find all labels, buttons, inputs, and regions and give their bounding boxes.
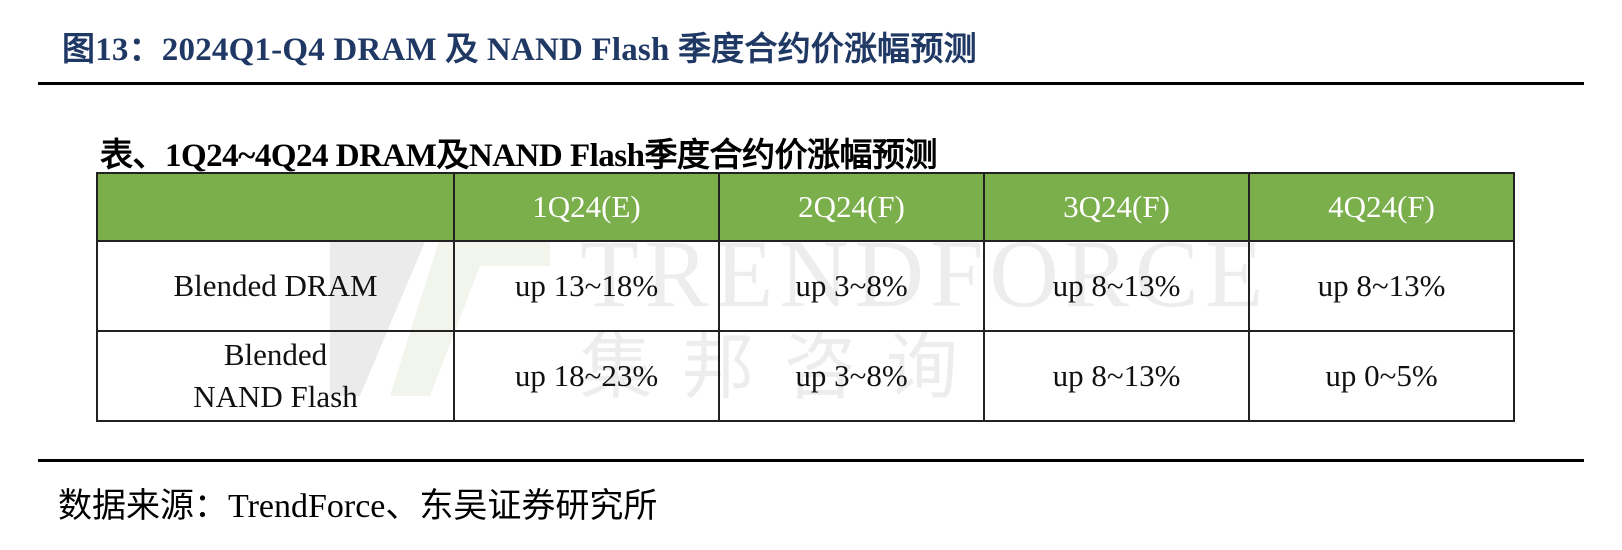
cell-dram-4q24: up 8~13% [1248, 240, 1515, 332]
header-cell-1q24: 1Q24(E) [453, 172, 720, 242]
table-header-row: 1Q24(E) 2Q24(F) 3Q24(F) 4Q24(F) [96, 172, 1515, 242]
top-rule [38, 82, 1584, 85]
table-caption: 表、1Q24~4Q24 DRAM及NAND Flash季度合约价涨幅预测 [100, 138, 938, 174]
cell-dram-2q24: up 3~8% [718, 240, 985, 332]
cell-nand-2q24: up 3~8% [718, 330, 985, 422]
header-cell-empty [96, 172, 455, 242]
price-forecast-table: 1Q24(E) 2Q24(F) 3Q24(F) 4Q24(F) Blended … [96, 172, 1515, 422]
header-cell-3q24: 3Q24(F) [983, 172, 1250, 242]
data-source: 数据来源：TrendForce、东吴证券研究所 [58, 488, 658, 525]
row-label-line: Blended [223, 337, 328, 372]
header-cell-2q24: 2Q24(F) [718, 172, 985, 242]
cell-dram-1q24: up 13~18% [453, 240, 720, 332]
header-cell-4q24: 4Q24(F) [1248, 172, 1515, 242]
row-label-nand: Blended NAND Flash [96, 330, 455, 422]
row-label-dram: Blended DRAM [96, 240, 455, 332]
table-row-nand: Blended NAND Flash up 18~23% up 3~8% up … [96, 330, 1515, 422]
row-label-line: Blended DRAM [173, 268, 378, 303]
cell-nand-1q24: up 18~23% [453, 330, 720, 422]
cell-nand-4q24: up 0~5% [1248, 330, 1515, 422]
table-row-dram: Blended DRAM up 13~18% up 3~8% up 8~13% … [96, 240, 1515, 332]
cell-dram-3q24: up 8~13% [983, 240, 1250, 332]
figure-title: 图13：2024Q1-Q4 DRAM 及 NAND Flash 季度合约价涨幅预… [62, 32, 977, 68]
cell-nand-3q24: up 8~13% [983, 330, 1250, 422]
row-label-line: NAND Flash [193, 379, 358, 414]
bottom-rule [38, 459, 1584, 462]
